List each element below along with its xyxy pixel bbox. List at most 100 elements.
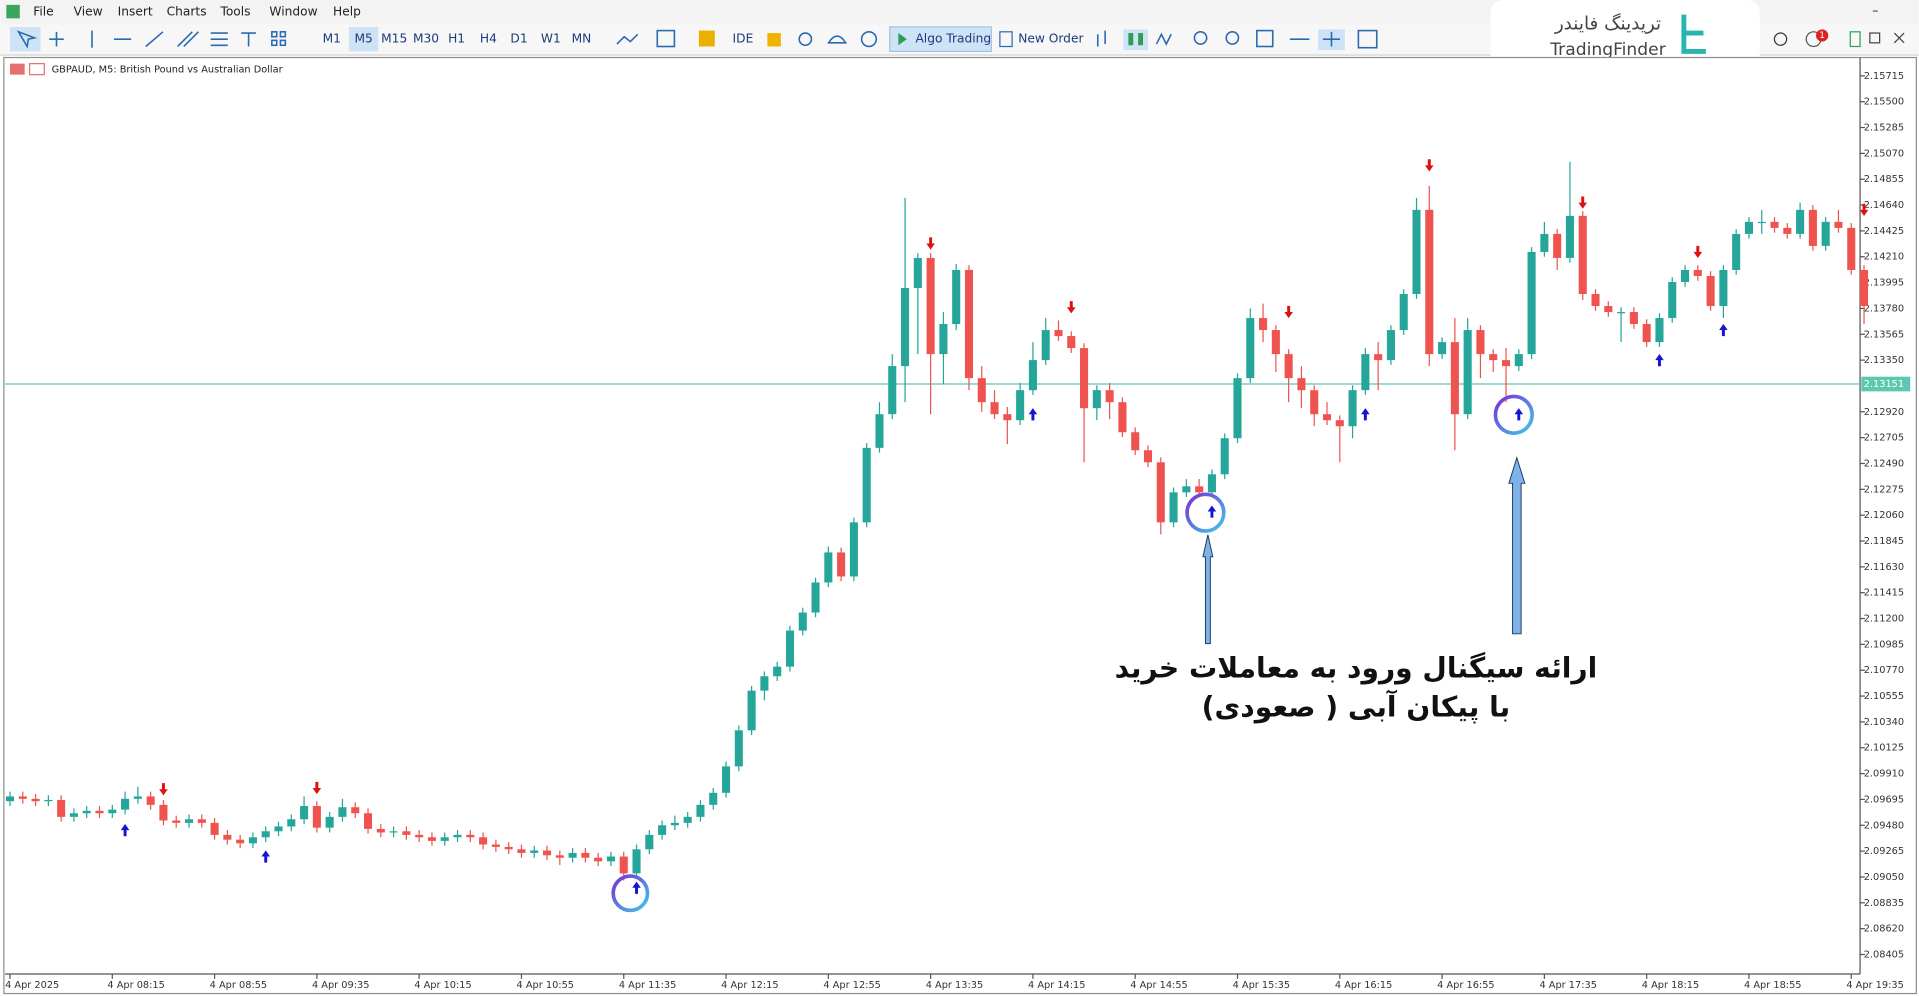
candle-body [977, 378, 986, 403]
candle-body [517, 849, 526, 853]
menu-item[interactable]: Window [269, 5, 317, 19]
current-price-label: 2.13151 [1864, 379, 1904, 390]
y-tick-label: 2.15500 [1864, 97, 1904, 108]
candle-body [159, 804, 168, 821]
window-restore[interactable] [1869, 32, 1881, 44]
cloud-icon[interactable] [827, 35, 848, 44]
screenshot-icon[interactable] [1357, 29, 1378, 49]
candles-icon[interactable] [1128, 33, 1134, 46]
crosshair-icon[interactable] [49, 31, 64, 47]
window-minimize[interactable]: – [1872, 4, 1878, 18]
vps-icon[interactable] [860, 31, 878, 48]
menu-item[interactable]: File [33, 5, 53, 19]
timeframe[interactable]: MN [572, 32, 592, 46]
timeframe[interactable]: D1 [510, 32, 527, 46]
candle-body [108, 809, 117, 814]
highlight-ring [1185, 492, 1226, 533]
candle-body [389, 831, 398, 833]
timeframe[interactable]: M15 [381, 32, 407, 46]
candle-body [248, 837, 257, 844]
candles-button[interactable] [1123, 29, 1148, 51]
menu-item[interactable]: Help [333, 5, 361, 19]
candle-body [1246, 318, 1255, 379]
candle-body [274, 826, 283, 832]
fibo-icon[interactable] [210, 32, 228, 47]
search-icon[interactable] [1773, 32, 1788, 46]
bars-icon[interactable] [1096, 30, 1106, 47]
candle-body [1706, 275, 1715, 307]
shapes-icon[interactable] [279, 31, 287, 38]
y-tick-label: 2.15285 [1864, 123, 1904, 134]
y-tick-label: 2.10340 [1864, 717, 1904, 728]
candle-body [1834, 221, 1843, 228]
shapes-icon[interactable] [279, 39, 287, 47]
candle-body [133, 796, 142, 799]
candle-body [1016, 390, 1025, 421]
zoom-out-icon[interactable] [1225, 31, 1240, 45]
menu-item[interactable]: Tools [219, 5, 250, 19]
tool-button[interactable] [9, 26, 41, 52]
text-icon[interactable] [241, 32, 256, 47]
view-tools [1096, 29, 1378, 51]
candle-body [530, 850, 539, 853]
timeframe[interactable]: H1 [448, 32, 465, 46]
candle-body [1719, 269, 1728, 307]
y-tick-label: 2.09695 [1864, 794, 1904, 805]
menu-item[interactable]: View [74, 5, 103, 19]
y-tick-label: 2.10985 [1864, 639, 1904, 650]
money-icon[interactable] [698, 30, 715, 47]
candle-body [210, 822, 219, 835]
candle-body [1425, 209, 1434, 355]
candle-body [1859, 269, 1869, 307]
chart-type-icon[interactable] [616, 33, 639, 45]
buy-signal [1361, 408, 1370, 421]
y-tick-label: 2.13565 [1864, 329, 1904, 340]
cursor-icon[interactable] [16, 30, 38, 49]
candle-body [1655, 318, 1664, 343]
timeframe[interactable]: M1 [323, 32, 341, 46]
shapes-icon[interactable] [271, 31, 278, 38]
signal-icon[interactable] [798, 32, 813, 47]
candle-body [18, 796, 27, 799]
candles-icon[interactable] [1138, 33, 1144, 46]
candle-body [1450, 342, 1459, 415]
candle-body [1399, 294, 1408, 331]
candle-body [658, 825, 667, 835]
zoom-in-icon[interactable] [1193, 31, 1208, 45]
buy-signal [632, 881, 641, 894]
shapes-icon[interactable] [271, 39, 278, 47]
y-tick-label: 2.14425 [1864, 226, 1904, 237]
ide-button[interactable]: IDE [733, 32, 754, 46]
line-icon[interactable] [1155, 32, 1172, 46]
candle-body [798, 612, 807, 631]
timeframe[interactable]: M30 [413, 32, 439, 46]
template-icon[interactable] [656, 29, 676, 48]
timeframe[interactable]: M5 [354, 32, 372, 46]
candle-body [542, 850, 552, 856]
menu-item[interactable]: Charts [167, 5, 207, 19]
candle-body [875, 414, 884, 448]
candle-body [351, 807, 360, 814]
window-close[interactable] [1893, 32, 1905, 44]
candle-body [1182, 486, 1191, 493]
candle-body [312, 806, 321, 828]
tile-icon[interactable] [1256, 29, 1274, 48]
new-order-label[interactable]: New Order [1018, 32, 1084, 46]
buy-signal [1719, 323, 1728, 337]
menu-item[interactable]: Insert [118, 5, 153, 19]
timeframe[interactable]: H4 [480, 32, 497, 46]
candle-body [325, 816, 334, 828]
candle-body [1821, 221, 1830, 246]
sell-signal [926, 237, 935, 250]
candle-body [1041, 330, 1050, 361]
channel-icon[interactable] [177, 31, 199, 48]
y-tick-label: 2.12490 [1864, 458, 1904, 469]
timeframe[interactable]: W1 [541, 32, 561, 46]
algo-trading-label[interactable]: Algo Trading [915, 32, 991, 46]
trend-icon[interactable] [145, 31, 164, 48]
shift-icon[interactable] [1322, 31, 1341, 47]
chart-title: GBPAUD, M5: British Pound vs Australian … [52, 65, 284, 76]
candle-body [1259, 318, 1268, 331]
candle-body [1591, 294, 1600, 307]
lock-icon[interactable] [767, 33, 781, 47]
